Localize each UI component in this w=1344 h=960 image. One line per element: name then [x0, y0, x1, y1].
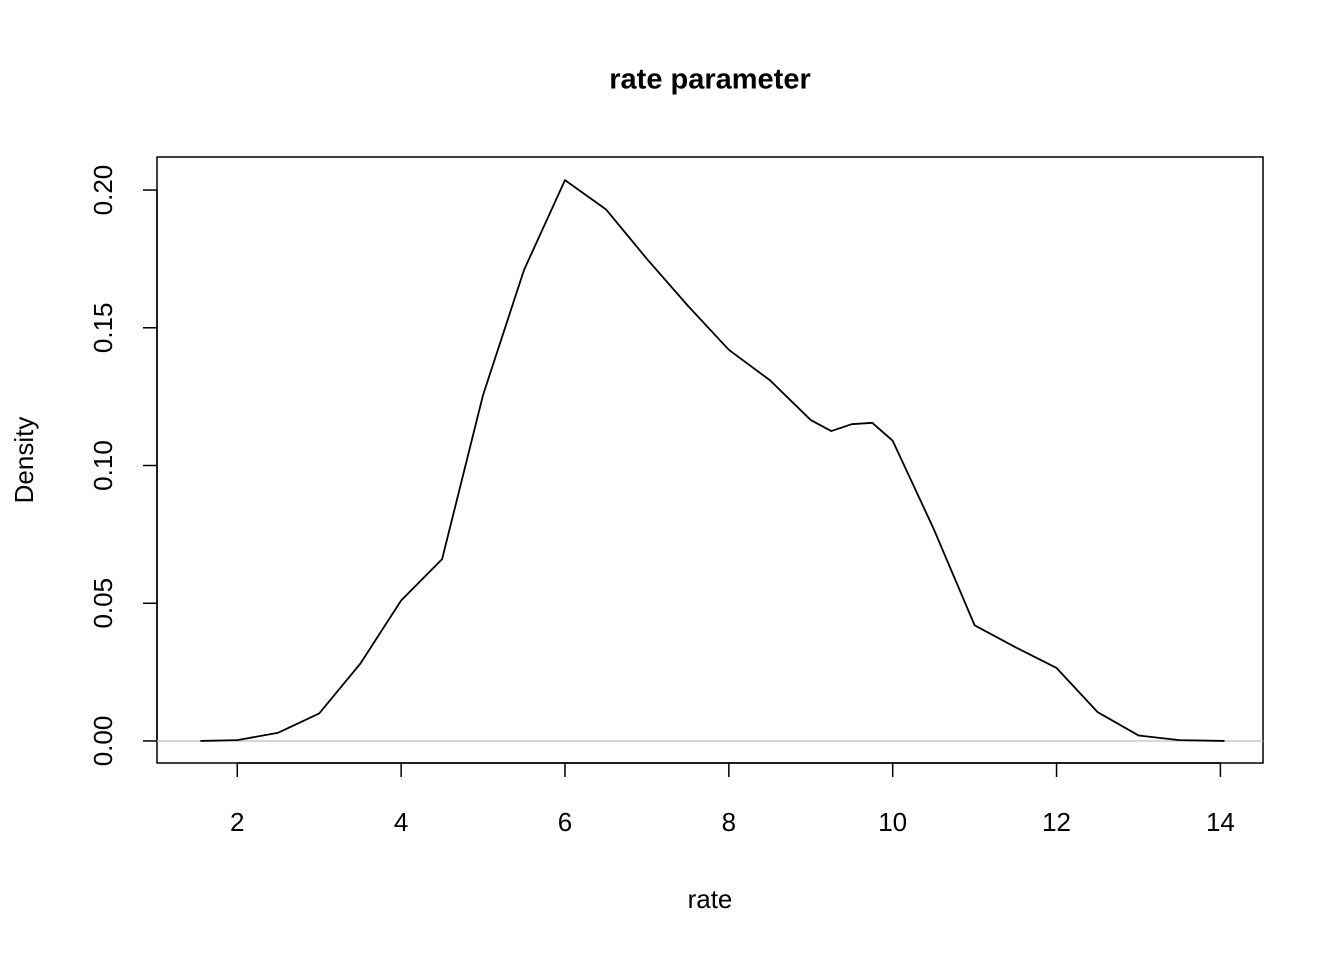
x-tick-label: 4	[394, 807, 408, 837]
y-tick-label: 0.15	[88, 302, 118, 353]
y-tick-label: 0.05	[88, 578, 118, 629]
y-axis-label: Density	[9, 417, 39, 504]
x-tick-label: 2	[230, 807, 244, 837]
y-tick-label: 0.20	[88, 165, 118, 216]
x-axis-label: rate	[688, 884, 733, 914]
y-tick-label: 0.00	[88, 716, 118, 767]
density-line	[200, 179, 1225, 742]
x-tick-label: 14	[1206, 807, 1235, 837]
x-tick-label: 12	[1042, 807, 1071, 837]
chart-title: rate parameter	[609, 64, 811, 96]
x-tick-label: 8	[722, 807, 736, 837]
y-tick-label: 0.10	[88, 440, 118, 491]
x-tick-label: 10	[878, 807, 907, 837]
x-tick-label: 6	[558, 807, 572, 837]
plot-box	[156, 156, 1264, 764]
